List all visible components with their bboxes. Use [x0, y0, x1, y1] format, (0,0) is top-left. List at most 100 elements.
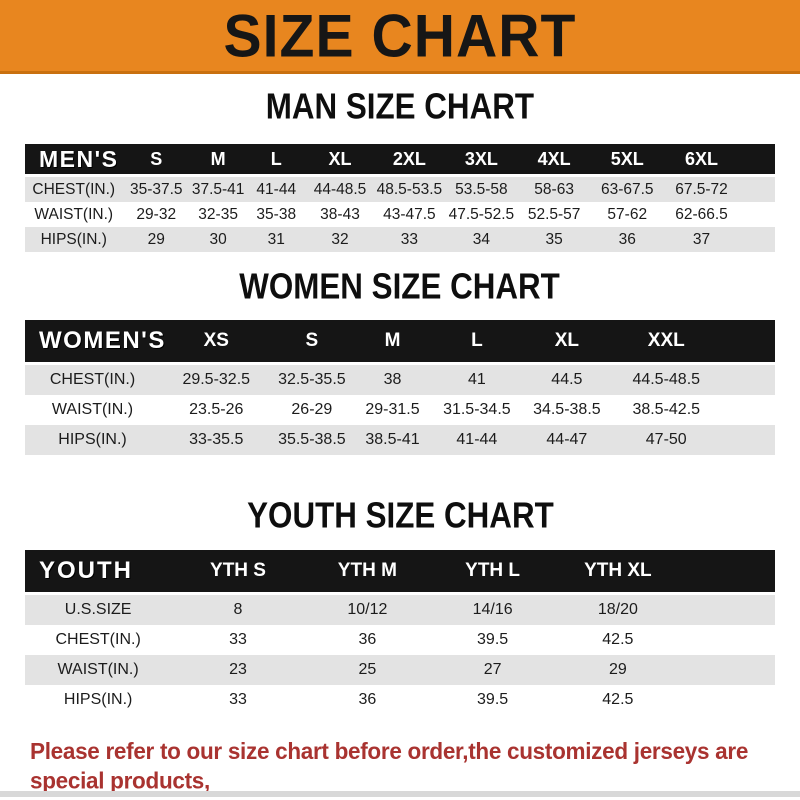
size-cell: 41-44	[246, 175, 307, 202]
size-cell: 38.5-41	[351, 425, 434, 455]
size-cell: 38.5-42.5	[613, 395, 719, 425]
spacer-cell	[718, 363, 775, 395]
women-header-row: WOMEN'S XS S M L XL XXL	[25, 320, 775, 365]
size-cell: 33	[171, 685, 305, 715]
size-cell: 48.5-53.5	[373, 175, 445, 202]
size-cell: 62-66.5	[664, 202, 739, 227]
size-cell: 26-29	[272, 395, 352, 425]
size-cell: 42.5	[555, 625, 681, 655]
size-chart-banner: SIZE CHART	[0, 0, 800, 74]
women-col-header: XL	[520, 320, 614, 365]
size-cell: 14/16	[429, 593, 556, 625]
size-cell: 43-47.5	[373, 202, 445, 227]
size-cell: 47.5-52.5	[445, 202, 518, 227]
size-cell: 42.5	[555, 685, 681, 715]
men-col-header: 3XL	[445, 144, 518, 177]
size-cell: 58-63	[517, 175, 591, 202]
spacer-cell	[718, 320, 775, 365]
size-cell: 35	[517, 227, 591, 252]
size-cell: 32-35	[190, 202, 247, 227]
size-cell: 23	[171, 655, 305, 685]
size-cell: 44.5	[520, 363, 614, 395]
spacer-cell	[680, 550, 775, 595]
men-header-row: MEN'S S M L XL 2XL 3XL 4XL 5XL 6XL	[25, 144, 775, 177]
size-cell: 38	[351, 363, 434, 395]
size-cell: 67.5-72	[664, 175, 739, 202]
size-cell: 34	[445, 227, 518, 252]
youth-chest-row: CHEST(IN.) 33 36 39.5 42.5	[25, 625, 775, 655]
spacer-cell	[680, 593, 775, 625]
men-col-header: S	[122, 144, 190, 177]
size-cell: 29	[122, 227, 190, 252]
youth-waist-row: WAIST(IN.) 23 25 27 29	[25, 655, 775, 685]
size-cell: 10/12	[304, 593, 430, 625]
size-cell: 41-44	[433, 425, 520, 455]
spacer-cell	[739, 144, 775, 177]
men-col-header: L	[246, 144, 307, 177]
men-col-header: 2XL	[373, 144, 445, 177]
youth-size-table: YOUTH YTH S YTH M YTH L YTH XL U.S.SIZE …	[25, 550, 775, 715]
row-label: WAIST(IN.)	[25, 202, 123, 227]
size-cell: 29-32	[122, 202, 190, 227]
size-cell: 47-50	[613, 425, 719, 455]
youth-corner-label: YOUTH	[25, 550, 172, 595]
size-cell: 29-31.5	[351, 395, 434, 425]
women-col-header: S	[272, 320, 352, 365]
spacer-cell	[739, 175, 775, 202]
spacer-cell	[680, 625, 775, 655]
size-cell: 44-47	[520, 425, 614, 455]
size-cell: 36	[304, 685, 430, 715]
size-cell: 29	[555, 655, 681, 685]
women-waist-row: WAIST(IN.) 23.5-26 26-29 29-31.5 31.5-34…	[25, 395, 775, 425]
women-corner-label: WOMEN'S	[25, 320, 164, 365]
youth-ussize-row: U.S.SIZE 8 10/12 14/16 18/20	[25, 593, 775, 625]
size-cell: 32.5-35.5	[272, 363, 352, 395]
women-col-header: M	[351, 320, 434, 365]
size-cell: 35-37.5	[122, 175, 190, 202]
row-label: CHEST(IN.)	[25, 363, 160, 395]
men-col-header: M	[190, 144, 247, 177]
row-label: WAIST(IN.)	[25, 395, 160, 425]
size-cell: 8	[171, 593, 305, 625]
order-disclaimer: Please refer to our size chart before or…	[30, 737, 800, 800]
youth-section-heading: YOUTH SIZE CHART	[0, 497, 800, 533]
size-cell: 35-38	[246, 202, 307, 227]
size-cell: 27	[429, 655, 556, 685]
size-cell: 53.5-58	[445, 175, 518, 202]
disclaimer-line-1: Please refer to our size chart before or…	[30, 738, 749, 794]
women-chest-row: CHEST(IN.) 29.5-32.5 32.5-35.5 38 41 44.…	[25, 363, 775, 395]
youth-header-row: YOUTH YTH S YTH M YTH L YTH XL	[25, 550, 775, 595]
size-cell: 25	[304, 655, 430, 685]
men-waist-row: WAIST(IN.) 29-32 32-35 35-38 38-43 43-47…	[25, 202, 775, 227]
size-cell: 33	[373, 227, 445, 252]
size-cell: 35.5-38.5	[272, 425, 352, 455]
spacer-cell	[718, 395, 775, 425]
youth-col-header: YTH L	[429, 550, 556, 595]
youth-col-header: YTH S	[171, 550, 305, 595]
men-col-header: 5XL	[590, 144, 664, 177]
spacer-cell	[739, 227, 775, 252]
spacer-cell	[680, 655, 775, 685]
men-heading-text: MAN SIZE CHART	[265, 85, 535, 127]
row-label: WAIST(IN.)	[25, 655, 172, 685]
women-heading-text: WOMEN SIZE CHART	[239, 265, 561, 307]
men-col-header: 6XL	[664, 144, 739, 177]
size-cell: 57-62	[590, 202, 664, 227]
size-cell: 39.5	[429, 685, 556, 715]
women-hips-row: HIPS(IN.) 33-35.5 35.5-38.5 38.5-41 41-4…	[25, 425, 775, 455]
men-corner-label: MEN'S	[25, 144, 123, 177]
size-cell: 41	[433, 363, 520, 395]
size-cell: 31.5-34.5	[433, 395, 520, 425]
women-col-header: L	[433, 320, 520, 365]
size-cell: 38-43	[306, 202, 374, 227]
row-label: CHEST(IN.)	[25, 175, 123, 202]
size-cell: 29.5-32.5	[160, 363, 273, 395]
men-size-table: MEN'S S M L XL 2XL 3XL 4XL 5XL 6XL CHEST…	[25, 144, 775, 252]
size-cell: 31	[246, 227, 307, 252]
spacer-cell	[680, 685, 775, 715]
size-cell: 30	[190, 227, 247, 252]
size-cell: 39.5	[429, 625, 556, 655]
size-cell: 52.5-57	[517, 202, 591, 227]
youth-hips-row: HIPS(IN.) 33 36 39.5 42.5	[25, 685, 775, 715]
